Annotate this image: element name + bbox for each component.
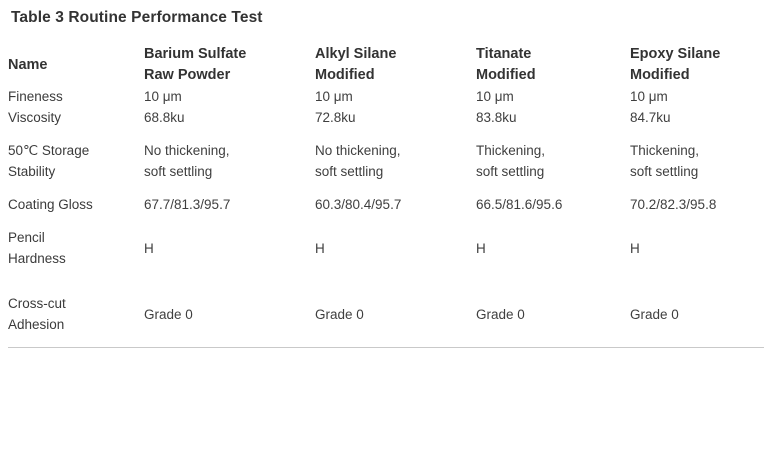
cell-text-line: 70.2/82.3/95.8	[630, 197, 717, 212]
table-cell: 60.3/80.4/95.7	[315, 194, 476, 215]
cell-text-line: Coating Gloss	[8, 197, 93, 212]
table-cell: H	[630, 215, 764, 281]
header-text-line: Name	[8, 56, 48, 73]
table-cell: 10 μm	[630, 86, 764, 107]
table-cell: H	[144, 215, 315, 281]
table-row: 50℃ Storage Stability No thickening, soft s…	[8, 128, 764, 194]
table-row: Coating Gloss 67.7/81.3/95.7 60.3/80.4/95.…	[8, 194, 764, 215]
cell-text-line: 50℃ Storage	[8, 143, 90, 158]
column-header-alkyl-silane-modified: Alkyl Silane Modified	[315, 44, 476, 86]
cell-text-line: Pencil	[8, 230, 45, 245]
header-text-line: Epoxy Silane	[630, 46, 721, 62]
header-text-line: Modified	[315, 67, 375, 83]
table-row: Cross-cut Adhesion Grade 0 Grade 0 Grade 0 Gr…	[8, 281, 764, 348]
cell-text-line: soft settling	[144, 164, 213, 179]
table-cell: Thickening, soft settling	[476, 128, 630, 194]
table-cell: 68.8ku	[144, 107, 315, 128]
table-cell: Grade 0	[144, 281, 315, 348]
table-cell: No thickening, soft settling	[315, 128, 476, 194]
row-header-cell: Pencil Hardness	[8, 215, 144, 281]
header-text-line: Barium Sulfate	[144, 46, 247, 62]
header-row: Name Barium Sulfate Raw Powder Alkyl Sila…	[8, 44, 764, 86]
header-text-line: Modified	[476, 67, 536, 83]
table-header: Name Barium Sulfate Raw Powder Alkyl Sila…	[8, 44, 764, 86]
cell-text-line: 68.8ku	[144, 110, 185, 125]
cell-text-line: Stability	[8, 164, 56, 179]
cell-text-line: Grade 0	[476, 306, 525, 322]
row-header-cell: 50℃ Storage Stability	[8, 128, 144, 194]
cell-text-line: No thickening,	[315, 143, 401, 158]
cell-text-line: 67.7/81.3/95.7	[144, 197, 231, 212]
table-cell: 66.5/81.6/95.6	[476, 194, 630, 215]
cell-text-line: Adhesion	[8, 317, 65, 332]
table-row: Fineness 10 μm 10 μm 10 μm 10 μm	[8, 86, 764, 107]
cell-text-line: soft settling	[476, 164, 545, 179]
table-cell: H	[315, 215, 476, 281]
table-row: Pencil Hardness H H H H	[8, 215, 764, 281]
cell-text-line: 10 μm	[144, 89, 182, 104]
cell-text-line: soft settling	[315, 164, 384, 179]
cell-text-line: 60.3/80.4/95.7	[315, 197, 402, 212]
cell-text-line: H	[476, 240, 486, 256]
table-row: Viscosity 68.8ku 72.8ku 83.8ku 84.7ku	[8, 107, 764, 128]
cell-text-line: Thickening,	[630, 143, 700, 158]
column-header-barium-sulfate-raw-powder: Barium Sulfate Raw Powder	[144, 44, 315, 86]
cell-text-line: 83.8ku	[476, 110, 517, 125]
table-cell: Thickening, soft settling	[630, 128, 764, 194]
header-text-line: Raw Powder	[144, 67, 231, 83]
table-cell: 70.2/82.3/95.8	[630, 194, 764, 215]
table-cell: 10 μm	[476, 86, 630, 107]
cell-text-line: 10 μm	[315, 89, 353, 104]
table-cell: Grade 0	[315, 281, 476, 348]
table-cell: H	[476, 215, 630, 281]
table-cell: Grade 0	[630, 281, 764, 348]
cell-text-line: No thickening,	[144, 143, 230, 158]
cell-text-line: H	[630, 240, 640, 256]
cell-text-line: Cross-cut	[8, 296, 66, 311]
routine-performance-table: Name Barium Sulfate Raw Powder Alkyl Sila…	[8, 44, 764, 348]
cell-text-line: H	[315, 240, 325, 256]
cell-text-line: Grade 0	[144, 306, 193, 322]
cell-text-line: Thickening,	[476, 143, 546, 158]
page-title: Table 3 Routine Performance Test	[11, 9, 263, 26]
table-cell: 67.7/81.3/95.7	[144, 194, 315, 215]
table-cell: 84.7ku	[630, 107, 764, 128]
table-cell: 72.8ku	[315, 107, 476, 128]
cell-text-line: Hardness	[8, 251, 66, 266]
cell-text-line: soft settling	[630, 164, 699, 179]
cell-text-line: 84.7ku	[630, 110, 671, 125]
column-header-epoxy-silane-modified: Epoxy Silane Modified	[630, 44, 764, 86]
row-header-cell: Cross-cut Adhesion	[8, 281, 144, 348]
row-header-cell: Coating Gloss	[8, 194, 144, 215]
table-body: Fineness 10 μm 10 μm 10 μm 10 μm Viscosity 68.…	[8, 86, 764, 348]
header-text-line: Modified	[630, 67, 690, 83]
cell-text-line: 72.8ku	[315, 110, 356, 125]
cell-text-line: 10 μm	[630, 89, 668, 104]
cell-text-line: Fineness	[8, 89, 63, 104]
row-header-cell: Viscosity	[8, 107, 144, 128]
row-header-cell: Fineness	[8, 86, 144, 107]
table-cell: 10 μm	[315, 86, 476, 107]
table-cell: 83.8ku	[476, 107, 630, 128]
cell-text-line: Grade 0	[630, 306, 679, 322]
cell-text-line: H	[144, 240, 154, 256]
table-cell: 10 μm	[144, 86, 315, 107]
cell-text-line: 10 μm	[476, 89, 514, 104]
table-cell: No thickening, soft settling	[144, 128, 315, 194]
column-header-titanate-modified: Titanate Modified	[476, 44, 630, 86]
header-text-line: Alkyl Silane	[315, 46, 397, 62]
cell-text-line: 66.5/81.6/95.6	[476, 197, 563, 212]
column-header-name: Name	[8, 44, 144, 86]
table-cell: Grade 0	[476, 281, 630, 348]
header-text-line: Titanate	[476, 46, 532, 62]
cell-text-line: Viscosity	[8, 110, 62, 125]
cell-text-line: Grade 0	[315, 306, 364, 322]
